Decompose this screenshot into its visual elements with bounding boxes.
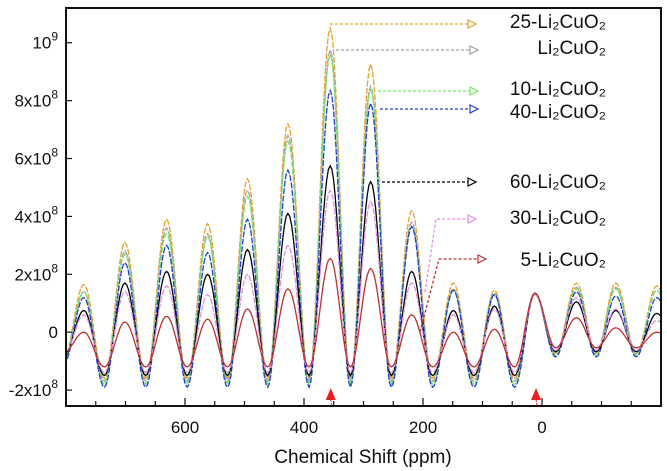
- peak-marker-stem: [330, 399, 333, 407]
- y-tick-label: -2x108: [9, 377, 59, 400]
- peak-markers: [325, 388, 542, 407]
- y-tick-base: 2x10: [14, 265, 51, 284]
- series-line-5: [66, 164, 661, 378]
- legend-arrow-line: [419, 258, 478, 333]
- legend-label: Li₂CuO₂: [537, 38, 606, 59]
- series-curves: [66, 26, 661, 390]
- legend-arrow-line: [424, 218, 468, 293]
- y-tick-base: 0: [49, 323, 58, 342]
- series-line-1: [66, 26, 661, 381]
- y-tick-base: 4x10: [14, 207, 51, 226]
- legend-label: 5-Li₂CuO₂: [521, 250, 607, 271]
- legend-label: 10-Li₂CuO₂: [510, 79, 606, 100]
- legend-arrow-head: [477, 254, 488, 264]
- y-tick-label: 2x108: [14, 261, 58, 284]
- y-tick-exponent: 8: [51, 146, 58, 160]
- legend-label: 25-Li₂CuO₂: [510, 12, 606, 33]
- peak-marker-triangle: [325, 388, 336, 400]
- legend-arrow-head: [469, 104, 480, 114]
- legend-arrow-head: [469, 86, 480, 96]
- x-tick-label: 600: [171, 418, 199, 437]
- y-tick-label: 0: [49, 323, 58, 342]
- series-line-6: [66, 189, 661, 375]
- legend-label: 30-Li₂CuO₂: [510, 208, 606, 229]
- series-line-3: [66, 52, 661, 387]
- y-tick-exponent: 8: [51, 261, 58, 275]
- y-tick-exponent: 8: [51, 203, 58, 217]
- y-tick-base: 6x10: [14, 150, 51, 169]
- y-tick-label: 4x108: [14, 203, 58, 226]
- legend-arrow-head: [467, 19, 478, 29]
- y-tick-base: 8x10: [14, 92, 51, 111]
- peak-marker-triangle: [531, 388, 542, 400]
- y-tick-label: 8x108: [14, 88, 58, 111]
- legend-arrow-head: [467, 177, 478, 187]
- y-tick-label: 109: [32, 30, 58, 53]
- y-tick-exponent: 8: [51, 377, 58, 391]
- peak-marker-stem: [535, 399, 538, 407]
- y-tick-base: 10: [32, 34, 51, 53]
- legend-label: 40-Li₂CuO₂: [510, 102, 606, 123]
- x-axis-label: Chemical Shift (ppm): [274, 447, 451, 468]
- y-tick-label: 6x108: [14, 146, 58, 169]
- series-line-7: [66, 257, 661, 368]
- legend-arrow-head: [467, 214, 478, 224]
- legend-label: 60-Li₂CuO₂: [510, 172, 606, 193]
- x-axis: 600 400 200 0: [95, 398, 632, 437]
- y-tick-exponent: 9: [51, 30, 58, 44]
- series-line-2: [66, 47, 661, 384]
- y-tick-base: -2x10: [9, 381, 52, 400]
- series-line-4: [66, 88, 661, 390]
- legend-arrow-head: [469, 45, 480, 55]
- y-tick-exponent: 8: [51, 88, 58, 102]
- x-tick-label: 200: [409, 418, 437, 437]
- x-tick-label: 0: [537, 418, 546, 437]
- x-tick-label: 400: [290, 418, 318, 437]
